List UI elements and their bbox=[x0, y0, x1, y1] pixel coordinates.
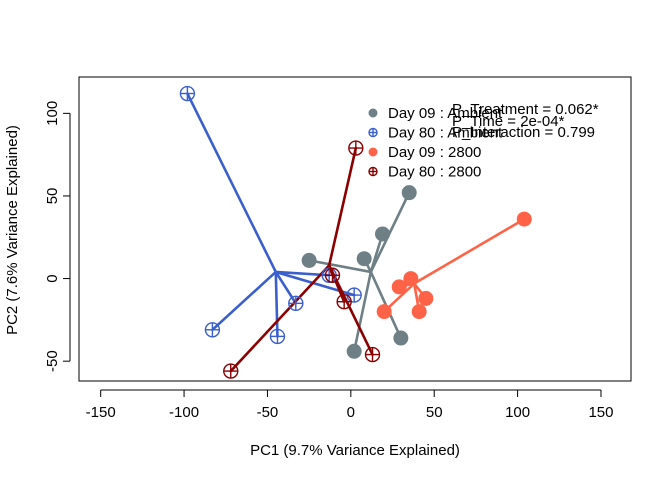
x-tick-label-1: -100 bbox=[169, 404, 199, 421]
spider-line-s0-p0 bbox=[369, 191, 411, 274]
plot-box bbox=[78, 76, 632, 382]
point-s0-p3-shape bbox=[301, 252, 317, 268]
point-s2-p4-shape bbox=[376, 304, 392, 320]
legend-label-1: Day 80 : Ambient bbox=[388, 125, 503, 142]
x-tick-label-5: 100 bbox=[505, 404, 530, 421]
y-axis-label: PC2 (7.6% Variance Explained) bbox=[4, 125, 21, 335]
x-tick-label-3: 0 bbox=[347, 404, 355, 421]
point-s2-p0 bbox=[516, 211, 532, 227]
point-s2-p2-shape bbox=[391, 279, 407, 295]
point-s0-p3 bbox=[301, 252, 317, 268]
point-s0-p4-shape bbox=[346, 343, 362, 359]
point-s0-p2-shape bbox=[356, 251, 372, 267]
point-s0-p5 bbox=[393, 330, 409, 346]
spider-line-s0-p4 bbox=[352, 270, 373, 353]
spider-line-s3-p3 bbox=[327, 264, 374, 356]
point-s2-p4 bbox=[376, 304, 392, 320]
point-s3-p3 bbox=[364, 346, 381, 363]
legend-label-3: Day 80 : 2800 bbox=[388, 164, 481, 181]
x-tick-label-2: -50 bbox=[257, 404, 279, 421]
point-s3-p2 bbox=[336, 293, 352, 310]
point-s1-p2 bbox=[269, 328, 286, 345]
point-s3-p0 bbox=[348, 140, 364, 156]
point-s0-p1 bbox=[375, 226, 391, 242]
spider-line-s1-p0 bbox=[186, 92, 278, 274]
spider-line-s1-p3 bbox=[274, 270, 298, 305]
point-s3-p1 bbox=[324, 267, 341, 283]
stat-annotation-1: P_Time = 2e-04* bbox=[452, 113, 565, 130]
data-points bbox=[179, 85, 532, 379]
spider-line-s2-p0 bbox=[412, 217, 526, 285]
point-s1-p3 bbox=[288, 295, 304, 312]
y-tick-label-2: 50 bbox=[44, 188, 61, 205]
point-s1-p0 bbox=[179, 85, 196, 102]
point-s0-p1-shape bbox=[375, 226, 391, 242]
legend-label-0: Day 09 : Ambient bbox=[388, 105, 503, 122]
spider-line-s0-p3 bbox=[307, 259, 373, 274]
point-s1-p4 bbox=[346, 287, 362, 303]
axes: -150 -100 -50 0 50 100 150 -50 0 50 100 bbox=[44, 76, 632, 421]
y-tick-label-1: 0 bbox=[44, 274, 61, 282]
legend: Day 09 : Ambient Day 80 : Ambient Day 09 :… bbox=[368, 105, 503, 181]
point-s3-p4 bbox=[223, 363, 239, 379]
spider-line-s3-p0 bbox=[327, 146, 358, 267]
spider-line-s3-p4 bbox=[229, 264, 331, 373]
y-tick-label-3: 100 bbox=[44, 101, 61, 126]
legend-marker-3 bbox=[368, 166, 378, 177]
point-s0-p2 bbox=[356, 251, 372, 267]
stat-annotation-0: P_Treatment = 0.062* bbox=[452, 101, 599, 118]
point-s2-p3 bbox=[418, 290, 434, 306]
x-axis-label: PC1 (9.7% Variance Explained) bbox=[250, 442, 460, 459]
spider-line-s1-p1 bbox=[211, 270, 278, 332]
stats-annotations: P_Treatment = 0.062*P_Time = 2e-04*P_Int… bbox=[452, 101, 599, 141]
point-s0-p0 bbox=[401, 185, 417, 201]
y-tick-label-0: -50 bbox=[44, 350, 61, 372]
point-s2-p5 bbox=[411, 304, 427, 320]
point-s0-p4 bbox=[346, 343, 362, 359]
point-s2-p0-shape bbox=[516, 211, 532, 227]
spider-line-s1-p2 bbox=[274, 270, 279, 338]
legend-marker-0 bbox=[368, 108, 378, 118]
spider-lines bbox=[186, 92, 526, 373]
stat-annotation-2: P_Interaction = 0.799 bbox=[452, 124, 595, 141]
point-s2-p5-shape bbox=[411, 304, 427, 320]
x-tick-label-6: 150 bbox=[588, 404, 613, 421]
legend-label-2: Day 09 : 2800 bbox=[388, 144, 481, 161]
legend-marker-1 bbox=[368, 127, 378, 138]
point-s1-p1 bbox=[204, 322, 221, 338]
point-s0-p5-shape bbox=[393, 330, 409, 346]
point-s2-p1 bbox=[403, 271, 419, 287]
point-s2-p3-shape bbox=[418, 290, 434, 306]
legend-marker-2-shape bbox=[368, 147, 378, 157]
point-s0-p0-shape bbox=[401, 185, 417, 201]
x-tick-label-4: 50 bbox=[426, 404, 443, 421]
point-s2-p1-shape bbox=[403, 271, 419, 287]
legend-marker-2 bbox=[368, 147, 378, 157]
x-tick-label-0: -150 bbox=[86, 404, 116, 421]
point-s2-p2 bbox=[391, 279, 407, 295]
legend-marker-0-shape bbox=[368, 108, 378, 118]
